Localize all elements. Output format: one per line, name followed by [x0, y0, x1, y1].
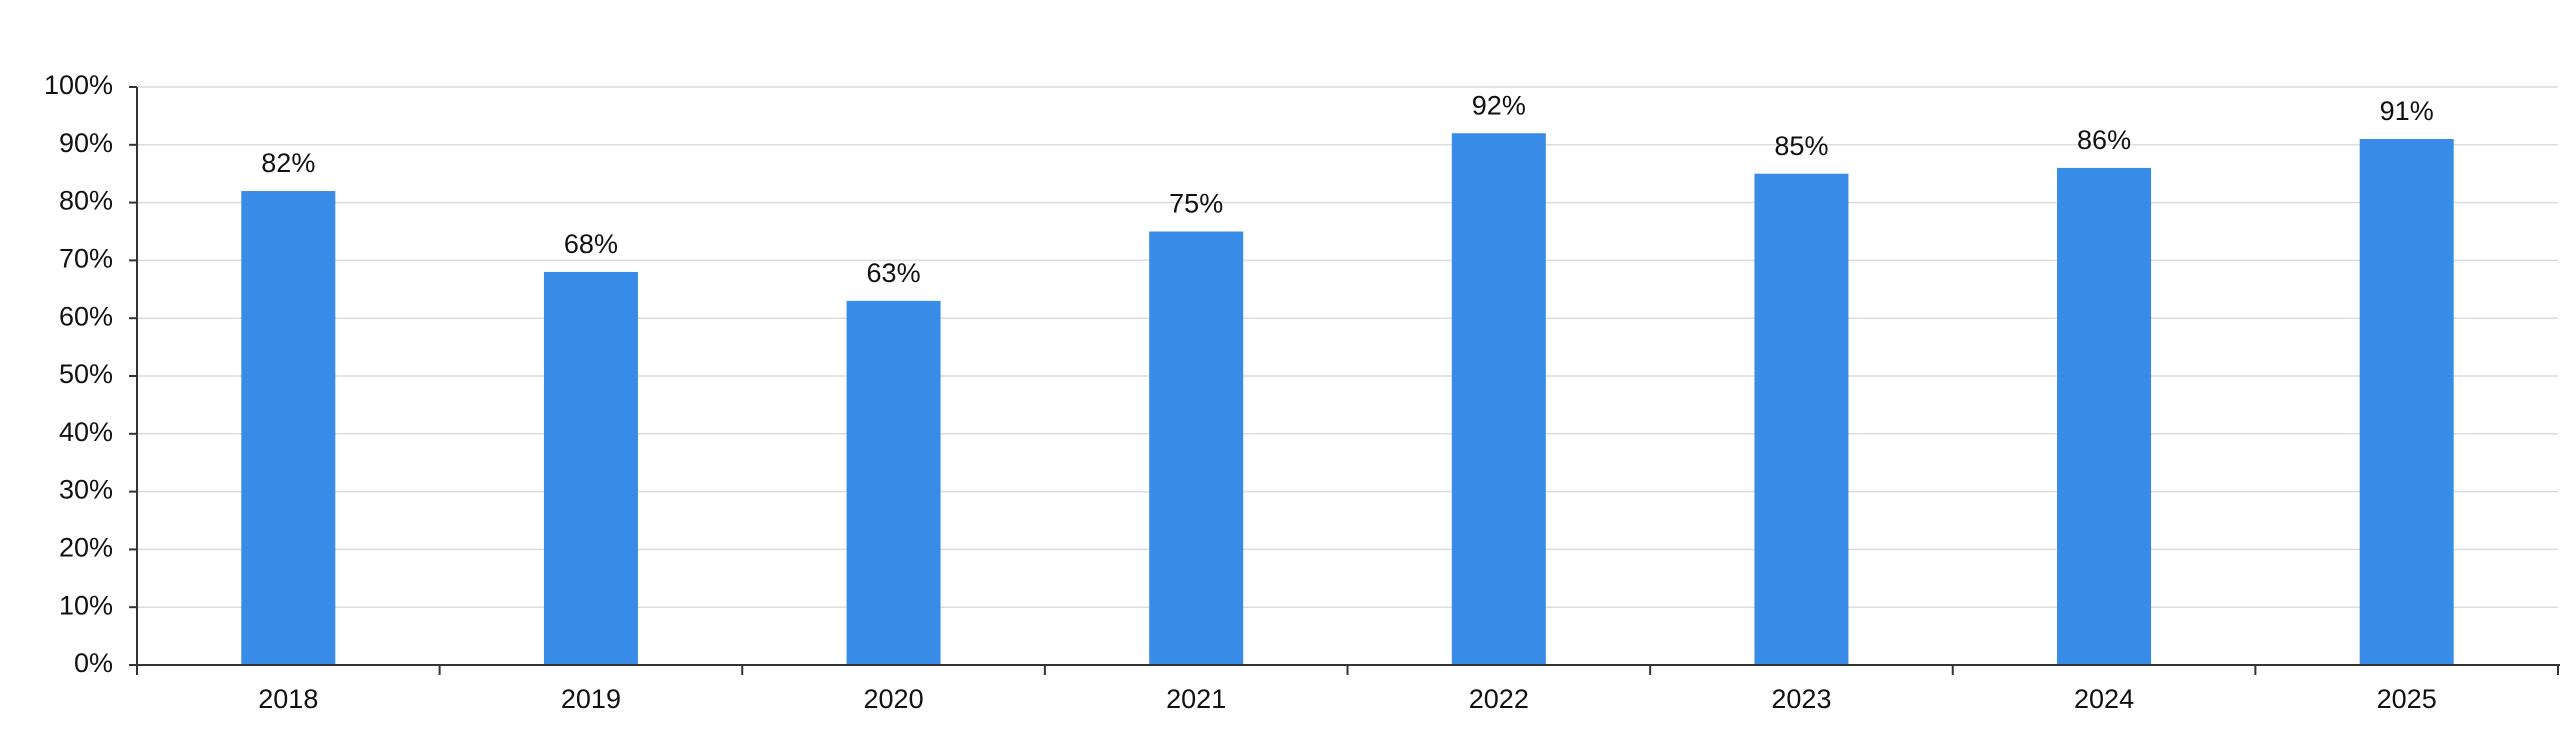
- y-tick-label: 10%: [59, 590, 113, 620]
- y-tick-label: 100%: [44, 70, 113, 100]
- data-label: 82%: [261, 148, 315, 178]
- bar: [2057, 167, 2152, 666]
- x-tick-label: 2019: [561, 684, 621, 714]
- data-label: 91%: [2380, 96, 2434, 126]
- y-tick-label: 20%: [59, 533, 113, 563]
- bar: [241, 191, 336, 666]
- data-label: 85%: [1774, 131, 1828, 161]
- data-label: 75%: [1169, 189, 1223, 219]
- y-tick-label: 90%: [59, 128, 113, 158]
- y-tick-label: 80%: [59, 186, 113, 216]
- data-label: 68%: [564, 229, 618, 259]
- y-tick-label: 70%: [59, 244, 113, 274]
- x-tick-label: 2020: [864, 684, 924, 714]
- y-tick-label: 0%: [74, 648, 113, 678]
- x-tick-label: 2024: [2074, 684, 2134, 714]
- bar: [543, 271, 638, 665]
- y-tick-label: 60%: [59, 301, 113, 331]
- bar: [2359, 139, 2454, 665]
- bar: [1754, 173, 1849, 665]
- x-tick-label: 2025: [2377, 684, 2437, 714]
- bar: [1149, 231, 1244, 665]
- x-tick-label: 2021: [1166, 684, 1226, 714]
- y-tick-label: 50%: [59, 359, 113, 389]
- x-tick-label: 2018: [258, 684, 318, 714]
- y-tick-label: 40%: [59, 417, 113, 447]
- bar: [846, 300, 941, 665]
- x-tick-label: 2023: [1771, 684, 1831, 714]
- x-tick-label: 2022: [1469, 684, 1529, 714]
- bar: [1451, 133, 1546, 666]
- y-tick-label: 30%: [59, 475, 113, 505]
- data-label: 86%: [2077, 125, 2131, 155]
- data-label: 63%: [867, 258, 921, 288]
- data-label: 92%: [1472, 90, 1526, 120]
